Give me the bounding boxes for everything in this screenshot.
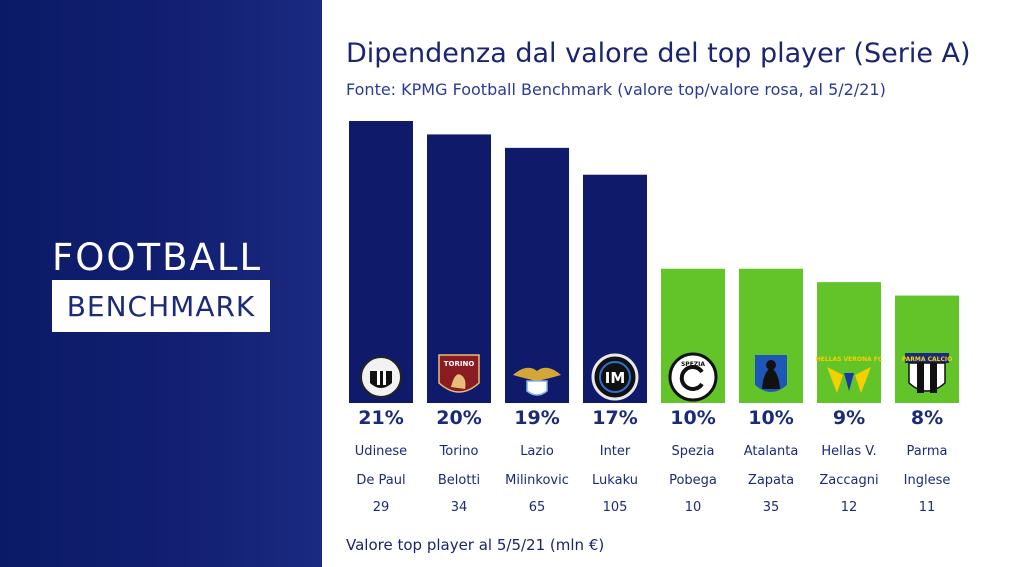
value-label: 8% <box>911 407 943 429</box>
player-label: De Paul <box>356 473 405 488</box>
player-value-label: 10 <box>685 500 702 515</box>
hellas-verona-crest-icon: HELLAS VERONA FC <box>816 356 883 393</box>
category-label: Lazio <box>520 444 554 459</box>
brand-badge: BENCHMARK <box>52 280 270 332</box>
category-label: Atalanta <box>744 444 799 459</box>
player-value-label: 29 <box>373 500 390 515</box>
value-label: 10% <box>670 407 715 429</box>
player-value-label: 12 <box>841 500 858 515</box>
player-label: Inglese <box>904 473 951 488</box>
value-label: 9% <box>833 407 865 429</box>
value-label: 20% <box>436 407 481 429</box>
value-label: 10% <box>748 407 793 429</box>
crest-text: TORINO <box>444 360 475 368</box>
player-value-label: 105 <box>603 500 628 515</box>
category-label: Inter <box>600 444 631 459</box>
player-label: Zaccagni <box>819 473 878 488</box>
value-label: 17% <box>592 407 637 429</box>
crest-shield <box>438 354 480 393</box>
crest-stripe <box>917 363 924 393</box>
player-value-label: 35 <box>763 500 780 515</box>
crest-shield <box>370 371 392 388</box>
chart-subtitle: Fonte: KPMG Football Benchmark (valore t… <box>346 80 886 99</box>
crest-shield <box>526 380 548 396</box>
crest-stripe <box>930 363 937 393</box>
crest-griffin-left <box>827 367 843 393</box>
player-value-label: 11 <box>919 500 936 515</box>
lazio-crest-icon <box>513 367 561 396</box>
crest-shield <box>844 373 854 391</box>
brand-subtitle: BENCHMARK <box>66 290 256 323</box>
crest-text: HELLAS VERONA FC <box>816 356 883 363</box>
crest-eagle <box>513 367 561 381</box>
crest-mark <box>679 365 704 391</box>
player-label: Belotti <box>438 473 480 488</box>
crest-bull <box>451 374 466 389</box>
inter-crest-icon: IM <box>591 353 639 401</box>
category-label: Parma <box>907 444 948 459</box>
crest-text: PARMA CALCIO <box>902 356 952 363</box>
value-label: 19% <box>514 407 559 429</box>
crest-inner-ring <box>599 361 631 393</box>
category-label: Torino <box>439 444 479 459</box>
crest-head <box>766 360 776 370</box>
crest-griffin-right <box>855 367 871 393</box>
crest-figure <box>762 367 780 389</box>
crest-shield <box>908 362 946 392</box>
spezia-crest-icon: SPEZIA <box>668 352 718 402</box>
crest-banner <box>905 353 949 363</box>
crest-text: IM <box>605 369 626 387</box>
udinese-crest-icon <box>360 356 402 398</box>
player-label: Milinkovic <box>505 473 569 488</box>
parma-crest-icon: PARMA CALCIO <box>902 353 952 393</box>
brand-panel: FOOTBALL BENCHMARK <box>0 0 322 567</box>
brand-title: FOOTBALL <box>52 236 263 279</box>
category-label: Spezia <box>672 444 715 459</box>
bar <box>505 147 569 403</box>
category-label: Udinese <box>355 444 407 459</box>
footer-note: Valore top player al 5/5/21 (mln €) <box>346 536 605 554</box>
crest-ring <box>668 352 718 402</box>
chart-title: Dipendenza dal valore del top player (Se… <box>346 38 971 69</box>
crest-stripe <box>377 371 380 385</box>
player-label: Zapata <box>748 473 794 488</box>
category-label: Hellas V. <box>821 444 876 459</box>
player-value-label: 34 <box>451 500 468 515</box>
player-value-label: 65 <box>529 500 546 515</box>
value-label: 21% <box>358 407 403 429</box>
torino-crest-icon: TORINO <box>438 354 480 393</box>
crest-stripe <box>383 371 386 385</box>
player-label: Lukaku <box>592 473 638 488</box>
player-label: Pobega <box>669 473 717 488</box>
crest-text: SPEZIA <box>681 361 705 368</box>
atalanta-crest-icon <box>755 355 787 392</box>
